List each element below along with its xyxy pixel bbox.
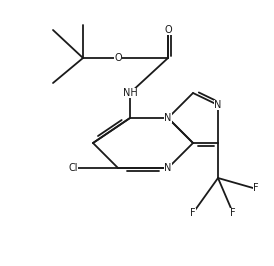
Text: NH: NH bbox=[123, 88, 137, 98]
Text: O: O bbox=[164, 25, 172, 35]
Text: N: N bbox=[164, 163, 172, 173]
Text: N: N bbox=[164, 113, 172, 123]
Text: O: O bbox=[114, 53, 122, 63]
Text: F: F bbox=[190, 208, 196, 218]
Text: F: F bbox=[253, 183, 259, 193]
Text: F: F bbox=[230, 208, 236, 218]
Text: N: N bbox=[214, 100, 222, 110]
Text: Cl: Cl bbox=[68, 163, 78, 173]
